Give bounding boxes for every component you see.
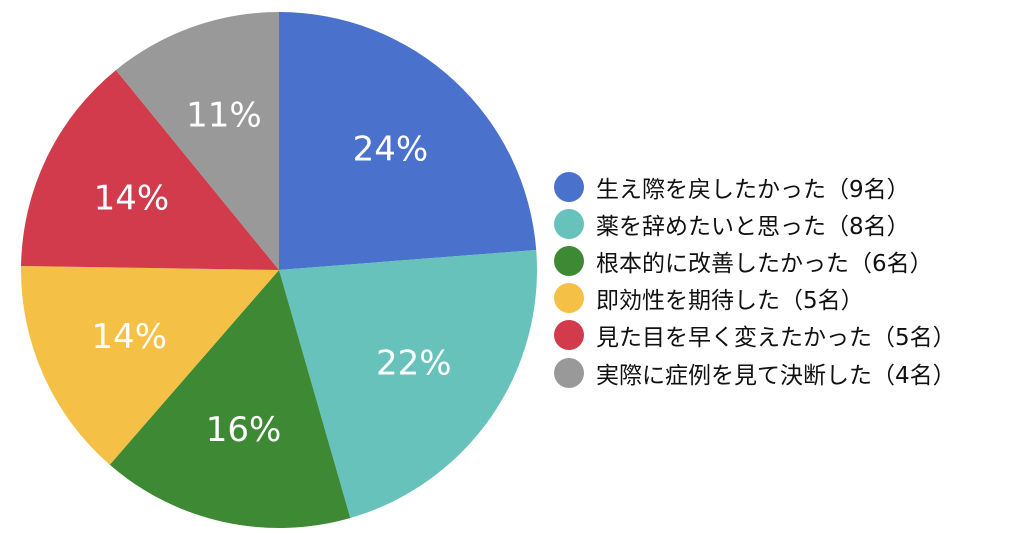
legend-marker-3 bbox=[554, 245, 584, 276]
legend-item-2: 薬を辞めたいと思った（8名） bbox=[554, 205, 956, 242]
legend-item-3: 根本的に改善したかった（6名） bbox=[554, 242, 956, 279]
legend-item-4: 即効性を期待した（5名） bbox=[554, 280, 956, 317]
pie-slices bbox=[21, 12, 537, 528]
pie-slice-label-4: 14% bbox=[91, 317, 167, 357]
legend-item-1: 生え際を戻したかった（9名） bbox=[554, 168, 956, 205]
legend-label-1: 生え際を戻したかった（9名） bbox=[596, 176, 910, 203]
legend-marker-4 bbox=[554, 283, 584, 314]
legend-item-5: 見た目を早く変えたかった（5名） bbox=[554, 317, 956, 354]
pie-slice-3 bbox=[109, 270, 351, 528]
pie-slice-label-5: 14% bbox=[94, 179, 170, 219]
pie-slice-6 bbox=[115, 12, 279, 270]
pie-slice-4 bbox=[21, 265, 280, 465]
legend-label-3: 根本的に改善したかった（6名） bbox=[596, 250, 933, 277]
legend-label-5: 見た目を早く変えたかった（5名） bbox=[596, 325, 956, 352]
pie-slice-labels: 24% 22% 16% 14% 14% 11% bbox=[91, 96, 451, 451]
legend-label-6: 実際に症例を見て決断した（4名） bbox=[596, 362, 956, 389]
legend-label-2: 薬を辞めたいと思った（8名） bbox=[596, 213, 910, 240]
pie-slice-label-6: 11% bbox=[186, 96, 262, 136]
pie-slice-label-3: 16% bbox=[206, 410, 282, 450]
legend-marker-2 bbox=[554, 208, 584, 239]
legend-item-6: 実際に症例を見て決断した（4名） bbox=[554, 354, 956, 391]
legend-marker-6 bbox=[554, 357, 584, 388]
pie-slice-5 bbox=[21, 70, 280, 270]
pie-slice-label-2: 22% bbox=[376, 343, 452, 383]
legend-label-4: 即効性を期待した（5名） bbox=[596, 288, 864, 315]
chart-legend: 生え際を戻したかった（9名） 薬を辞めたいと思った（8名） 根本的に改善したかった（… bbox=[554, 168, 956, 391]
legend-marker-1 bbox=[554, 171, 584, 202]
legend-marker-5 bbox=[554, 320, 584, 351]
pie-slice-2 bbox=[279, 249, 537, 518]
pie-slice-label-1: 24% bbox=[353, 130, 429, 170]
pie-slice-1 bbox=[279, 12, 537, 270]
